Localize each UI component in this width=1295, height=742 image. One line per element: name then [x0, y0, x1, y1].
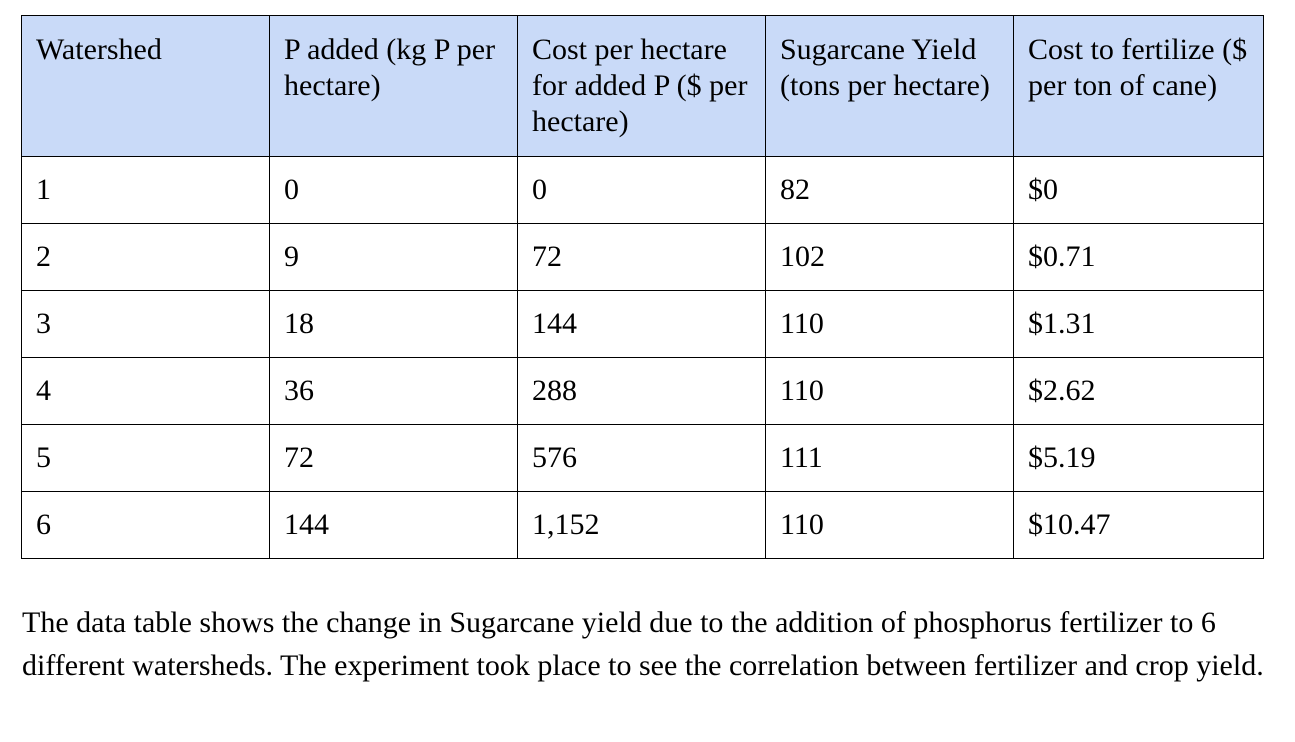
table-cell: 1	[21, 156, 270, 224]
table-cell: 6	[21, 491, 270, 559]
header-watershed: Watershed	[21, 15, 270, 157]
table-cell: 36	[269, 357, 518, 425]
table-cell: 144	[269, 491, 518, 559]
table-header-row: Watershed P added (kg P per hectare) Cos…	[21, 15, 1264, 157]
table-cell: $10.47	[1013, 491, 1264, 559]
table-row: 1 0 0 82 $0	[21, 156, 1264, 224]
table-cell: 576	[517, 424, 766, 492]
table-cell: 102	[765, 223, 1014, 291]
sugarcane-data-table: Watershed P added (kg P per hectare) Cos…	[21, 15, 1264, 559]
table-description: The data table shows the change in Sugar…	[22, 606, 1264, 682]
table-cell: 288	[517, 357, 766, 425]
table-cell: 72	[517, 223, 766, 291]
table-row: 5 72 576 111 $5.19	[21, 424, 1264, 492]
table-cell: $0.71	[1013, 223, 1264, 291]
table-cell: 110	[765, 491, 1014, 559]
table-cell: 0	[517, 156, 766, 224]
table-cell: 72	[269, 424, 518, 492]
table-cell: 0	[269, 156, 518, 224]
table-cell: 2	[21, 223, 270, 291]
table-cell: 9	[269, 223, 518, 291]
table-cell: 4	[21, 357, 270, 425]
table-cell: $0	[1013, 156, 1264, 224]
table-row: 2 9 72 102 $0.71	[21, 223, 1264, 291]
table-cell: 111	[765, 424, 1014, 492]
table-cell: 18	[269, 290, 518, 358]
data-table-container: Watershed P added (kg P per hectare) Cos…	[21, 15, 1264, 559]
header-sugarcane-yield: Sugarcane Yield (tons per hectare)	[765, 15, 1014, 157]
table-row: 6 144 1,152 110 $10.47	[21, 491, 1264, 559]
table-cell: $1.31	[1013, 290, 1264, 358]
table-cell: 5	[21, 424, 270, 492]
table-cell: 82	[765, 156, 1014, 224]
table-cell: $5.19	[1013, 424, 1264, 492]
header-cost-per-hectare: Cost per hectare for added P ($ per hect…	[517, 15, 766, 157]
table-cell: 144	[517, 290, 766, 358]
table-row: 3 18 144 110 $1.31	[21, 290, 1264, 358]
table-cell: 3	[21, 290, 270, 358]
table-cell: 110	[765, 357, 1014, 425]
table-cell: $2.62	[1013, 357, 1264, 425]
table-row: 4 36 288 110 $2.62	[21, 357, 1264, 425]
header-cost-to-fertilize: Cost to fertilize ($ per ton of cane)	[1013, 15, 1264, 157]
table-cell: 1,152	[517, 491, 766, 559]
table-cell: 110	[765, 290, 1014, 358]
header-p-added: P added (kg P per hectare)	[269, 15, 518, 157]
